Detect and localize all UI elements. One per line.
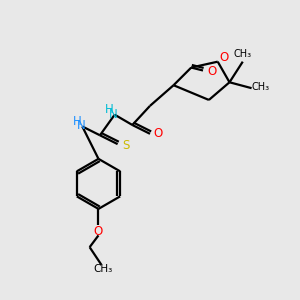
Text: N: N xyxy=(109,108,118,121)
Text: O: O xyxy=(94,225,103,238)
Text: H: H xyxy=(105,103,114,116)
Text: CH₃: CH₃ xyxy=(252,82,270,92)
Text: O: O xyxy=(154,127,163,140)
Text: CH₃: CH₃ xyxy=(93,264,112,274)
Text: O: O xyxy=(207,65,217,79)
Text: O: O xyxy=(219,51,228,64)
Text: N: N xyxy=(76,119,85,132)
Text: H: H xyxy=(73,115,81,128)
Text: CH₃: CH₃ xyxy=(234,49,252,59)
Text: S: S xyxy=(122,139,130,152)
